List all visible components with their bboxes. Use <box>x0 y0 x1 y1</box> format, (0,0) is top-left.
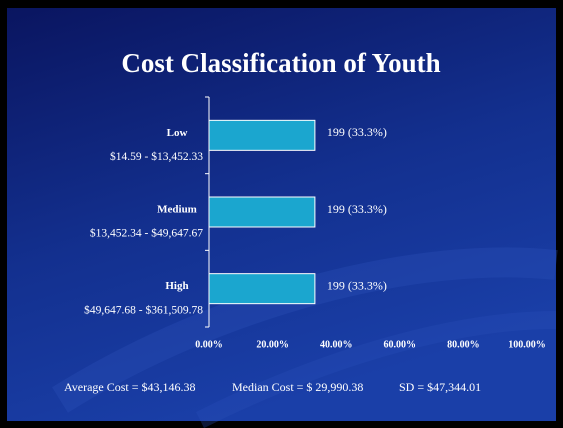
summary-note: SD = $47,344.01 <box>399 380 481 394</box>
value-label: 199 (33.3%) <box>327 202 387 216</box>
x-tick-label: 80.00% <box>447 339 480 350</box>
value-label: 199 (33.3%) <box>327 125 387 139</box>
decor-swoosh <box>52 247 558 413</box>
decor-swoosh <box>195 311 557 428</box>
category-range: $49,647.68 - $361,509.78 <box>84 303 203 316</box>
bar <box>208 196 316 228</box>
x-tick-label: 0.00% <box>195 339 223 350</box>
summary-note: Average Cost = $43,146.38 <box>64 380 196 394</box>
x-tick-label: 20.00% <box>256 339 289 350</box>
category-range: $14.59 - $13,452.33 <box>110 150 203 163</box>
category-label: High <box>165 280 188 292</box>
bar <box>208 273 316 305</box>
category-label: Medium <box>157 204 197 216</box>
category-label: Low <box>167 127 188 139</box>
bar <box>208 119 316 151</box>
x-tick-label: 40.00% <box>320 339 353 350</box>
summary-note: Median Cost = $ 29,990.38 <box>232 380 363 394</box>
x-tick-label: 100.00% <box>508 339 546 350</box>
chart-title: Cost Classification of Youth <box>121 48 440 78</box>
category-range: $13,452.34 - $49,647.67 <box>90 227 203 240</box>
value-label: 199 (33.3%) <box>327 278 387 292</box>
x-tick-label: 60.00% <box>384 339 417 350</box>
